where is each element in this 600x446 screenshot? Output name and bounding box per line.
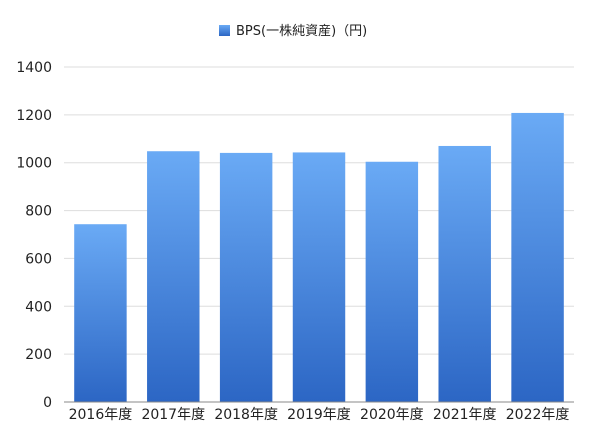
x-tick-label: 2019年度 <box>287 407 351 423</box>
y-axis-ticks: 0 200 400 600 800 1000 1200 1400 <box>16 60 52 411</box>
bar <box>438 145 491 402</box>
bar <box>147 151 200 402</box>
bar <box>74 224 127 402</box>
y-tick-label: 200 <box>25 347 52 363</box>
x-tick-label: 2021年度 <box>433 407 497 423</box>
bar <box>365 161 419 402</box>
bar <box>511 112 564 402</box>
x-tick-label: 2016年度 <box>69 407 133 423</box>
y-tick-label: 600 <box>25 251 52 267</box>
y-tick-label: 400 <box>25 299 52 315</box>
y-tick-label: 800 <box>25 204 52 220</box>
x-tick-label: 2018年度 <box>214 407 278 423</box>
x-tick-label: 2022年度 <box>506 407 570 423</box>
x-tick-label: 2020年度 <box>360 407 424 423</box>
x-axis-ticks: 2016年度 2017年度 2018年度 2019年度 2020年度 2021年度 2022… <box>69 407 570 423</box>
bar <box>219 152 273 402</box>
y-tick-label: 1400 <box>16 60 52 76</box>
y-tick-label: 1000 <box>16 156 52 172</box>
bars <box>74 112 564 402</box>
y-tick-label: 1200 <box>16 108 52 124</box>
legend-label: BPS(一株純資産)（円) <box>236 23 367 39</box>
x-tick-label: 2017年度 <box>141 407 205 423</box>
bar <box>292 152 346 402</box>
legend-swatch <box>219 25 230 36</box>
y-tick-label: 0 <box>43 395 52 411</box>
legend: BPS(一株純資産)（円) <box>219 23 367 39</box>
